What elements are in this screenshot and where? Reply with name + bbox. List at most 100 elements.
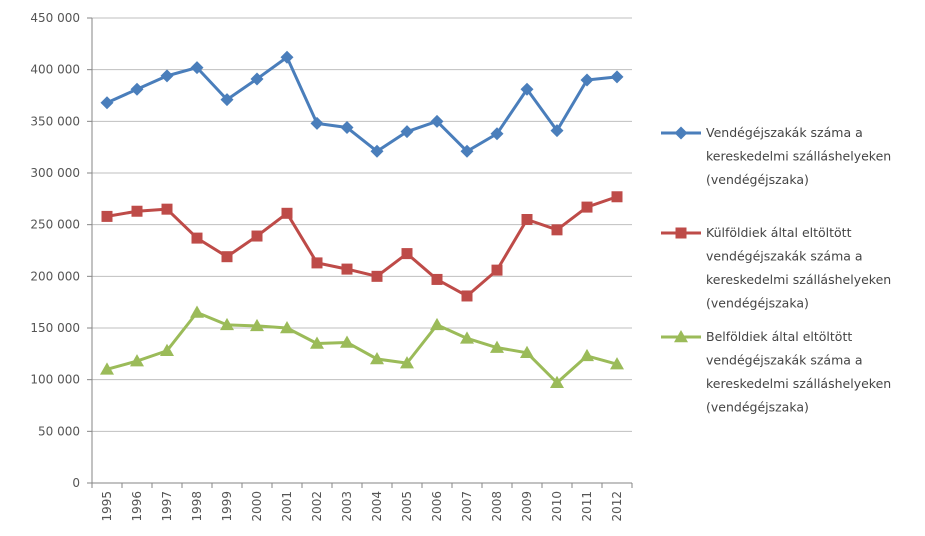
- data-point: [100, 96, 114, 110]
- data-point: [130, 82, 144, 96]
- y-tick-label: 200 000: [30, 269, 80, 283]
- series-lines: [100, 50, 624, 389]
- data-point: [191, 232, 203, 244]
- legend-entry-2: Külföldiek által eltöltött vendégéjszakák…: [661, 225, 891, 311]
- x-tick-label: 2001: [280, 491, 294, 522]
- legend-entry-1: Vendégéjszakák száma a kereskedelmi száll…: [661, 125, 891, 187]
- x-tick-label: 2011: [580, 491, 594, 522]
- data-point: [460, 144, 474, 158]
- legend-marker: [674, 126, 688, 140]
- x-tick-label: 2002: [310, 491, 324, 522]
- data-point: [310, 336, 324, 349]
- data-point: [430, 317, 444, 331]
- axes: [87, 17, 633, 488]
- data-point: [220, 317, 234, 331]
- y-tick-label: 400 000: [30, 63, 80, 77]
- series-2: [101, 191, 623, 302]
- y-tick-label: 150 000: [30, 321, 80, 335]
- data-point: [340, 121, 354, 135]
- legend-label-line: vendégéjszakák száma a: [706, 249, 863, 264]
- data-point: [340, 335, 354, 348]
- data-point: [251, 230, 263, 242]
- data-point: [221, 251, 233, 263]
- x-tick-label: 2008: [490, 491, 504, 522]
- data-point: [131, 205, 143, 217]
- legend-entry-3: Belföldiek által eltöltött vendégéjszakák…: [661, 329, 891, 415]
- legend-label-line: (vendégéjszaka): [706, 296, 809, 311]
- legend-marker: [674, 330, 688, 343]
- legend-label-line: (vendégéjszaka): [706, 400, 809, 415]
- gridlines: [92, 17, 632, 432]
- data-point: [520, 82, 534, 96]
- series-line: [106, 55, 618, 153]
- data-point: [371, 270, 383, 282]
- data-point: [161, 203, 173, 215]
- x-tick-label: 2005: [400, 491, 414, 522]
- data-point: [280, 321, 294, 334]
- legend-label-line: vendégéjszakák száma a: [706, 353, 863, 368]
- data-point: [461, 290, 473, 302]
- data-point: [550, 124, 564, 138]
- data-point: [520, 345, 534, 359]
- legend-label-line: Külföldiek által eltöltött: [706, 225, 852, 240]
- data-point: [160, 69, 174, 83]
- x-tick-label: 2003: [340, 491, 354, 522]
- data-point: [521, 214, 533, 225]
- legend-label-line: Vendégéjszakák száma a: [706, 125, 863, 140]
- data-point: [100, 362, 114, 375]
- data-point: [400, 125, 414, 139]
- data-point: [400, 356, 414, 369]
- data-point: [550, 375, 564, 389]
- y-tick-label: 300 000: [30, 166, 80, 180]
- x-tick-label: 1998: [190, 491, 204, 522]
- x-tick-label: 2004: [370, 491, 384, 522]
- x-tick-label: 1995: [100, 491, 114, 522]
- data-point: [491, 264, 503, 276]
- series-line: [106, 311, 618, 385]
- y-tick-label: 250 000: [30, 218, 80, 232]
- data-point: [611, 191, 623, 203]
- data-point: [401, 248, 413, 260]
- data-point: [431, 273, 443, 285]
- data-point: [250, 72, 264, 86]
- series-line: [106, 195, 618, 298]
- data-point: [341, 263, 353, 275]
- data-point: [310, 116, 324, 130]
- data-point: [610, 357, 624, 370]
- series-1: [100, 50, 624, 158]
- data-point: [101, 210, 113, 222]
- legend-label-line: kereskedelmi szálláshelyeken: [706, 376, 891, 391]
- data-point: [250, 318, 264, 332]
- y-tick-label: 450 000: [30, 11, 80, 25]
- x-tick-label: 2010: [550, 491, 564, 522]
- data-point: [580, 73, 594, 87]
- legend-label-line: kereskedelmi szálláshelyeken: [706, 149, 891, 164]
- data-point: [130, 354, 144, 367]
- x-tick-label: 2007: [460, 491, 474, 522]
- data-point: [160, 343, 174, 356]
- x-tick-label: 1996: [130, 491, 144, 522]
- y-tick-label: 100 000: [30, 373, 80, 387]
- x-tick-label: 2006: [430, 491, 444, 522]
- data-point: [610, 70, 624, 84]
- legend-label-line: kereskedelmi szálláshelyeken: [706, 272, 891, 287]
- data-point: [430, 114, 444, 128]
- y-tick-labels: 0 50 000 100 000 150 000 200 000 250 000 300 0…: [30, 11, 80, 490]
- data-point: [580, 348, 594, 362]
- data-point: [551, 224, 563, 236]
- data-point: [190, 61, 204, 75]
- data-point: [370, 144, 384, 158]
- data-point: [370, 352, 384, 365]
- legend-marker: [675, 227, 687, 239]
- x-tick-label: 2000: [250, 491, 264, 522]
- data-point: [460, 331, 474, 344]
- data-point: [281, 207, 293, 219]
- y-tick-label: 350 000: [30, 114, 80, 128]
- data-point: [490, 127, 504, 141]
- x-tick-label: 2012: [610, 491, 624, 522]
- data-point: [220, 93, 234, 107]
- x-tick-labels: 1995 1996 1997 1998 1999 2000 2001 2002 2003 2004…: [100, 491, 624, 522]
- data-point: [311, 257, 323, 269]
